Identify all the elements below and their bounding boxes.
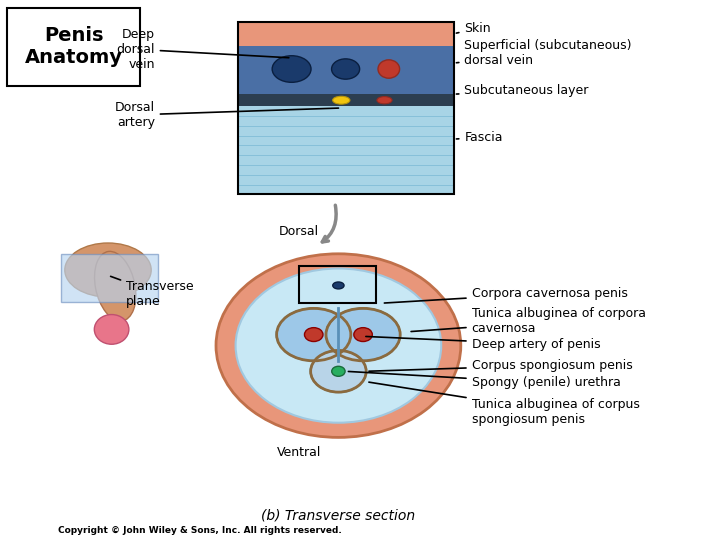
Circle shape xyxy=(235,268,441,423)
FancyBboxPatch shape xyxy=(7,8,140,86)
Text: Ventral: Ventral xyxy=(276,446,321,458)
FancyBboxPatch shape xyxy=(238,22,454,46)
Ellipse shape xyxy=(326,308,400,361)
FancyBboxPatch shape xyxy=(61,254,158,302)
Text: Corpora cavernosa penis: Corpora cavernosa penis xyxy=(384,287,627,303)
Text: Corpus spongiosum penis: Corpus spongiosum penis xyxy=(369,359,632,372)
Text: (b) Transverse section: (b) Transverse section xyxy=(261,509,415,523)
FancyBboxPatch shape xyxy=(238,22,454,194)
Circle shape xyxy=(310,350,366,392)
Ellipse shape xyxy=(333,96,350,104)
Ellipse shape xyxy=(276,308,351,361)
Circle shape xyxy=(354,328,372,341)
Text: Skin: Skin xyxy=(456,22,491,35)
Ellipse shape xyxy=(378,60,400,78)
Ellipse shape xyxy=(331,59,360,79)
FancyBboxPatch shape xyxy=(238,106,454,194)
Circle shape xyxy=(216,254,461,437)
Text: Tunica albuginea of corpora
cavernosa: Tunica albuginea of corpora cavernosa xyxy=(411,307,646,335)
FancyBboxPatch shape xyxy=(238,94,454,106)
Text: Dorsal
artery: Dorsal artery xyxy=(114,101,338,129)
Text: Deep
dorsal
vein: Deep dorsal vein xyxy=(117,28,289,71)
Text: Superficial (subcutaneous)
dorsal vein: Superficial (subcutaneous) dorsal vein xyxy=(456,39,632,67)
Ellipse shape xyxy=(272,56,311,82)
FancyBboxPatch shape xyxy=(238,46,454,94)
Text: Spongy (penile) urethra: Spongy (penile) urethra xyxy=(348,372,621,389)
Text: Transverse
plane: Transverse plane xyxy=(111,276,194,308)
Circle shape xyxy=(332,366,345,376)
Ellipse shape xyxy=(94,252,136,321)
Text: Subcutaneous layer: Subcutaneous layer xyxy=(456,84,589,97)
Ellipse shape xyxy=(377,97,392,104)
Ellipse shape xyxy=(333,282,344,289)
Text: Fascia: Fascia xyxy=(456,131,503,144)
Circle shape xyxy=(305,328,323,341)
Text: Copyright © John Wiley & Sons, Inc. All rights reserved.: Copyright © John Wiley & Sons, Inc. All … xyxy=(58,526,341,535)
Ellipse shape xyxy=(94,314,129,345)
Ellipse shape xyxy=(65,243,151,297)
Text: Deep artery of penis: Deep artery of penis xyxy=(366,336,600,350)
Text: Dorsal: Dorsal xyxy=(279,225,319,238)
Text: Tunica albuginea of corpus
spongiosum penis: Tunica albuginea of corpus spongiosum pe… xyxy=(369,382,639,426)
Text: Penis
Anatomy: Penis Anatomy xyxy=(25,26,123,68)
